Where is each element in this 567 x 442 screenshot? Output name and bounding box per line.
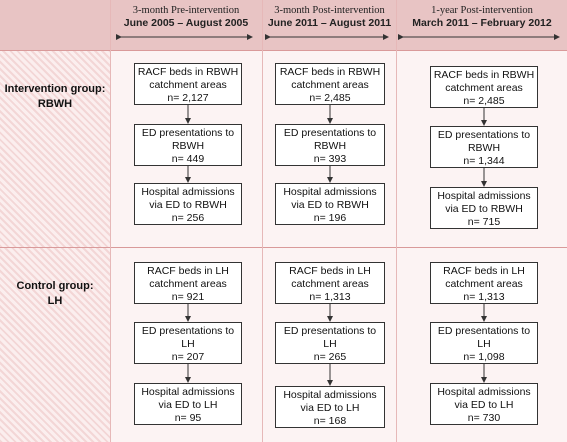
header-divider — [0, 50, 567, 51]
box-count: n= 2,485 — [463, 95, 505, 107]
box-line: LH — [323, 338, 337, 350]
group-label-line1: Control group: — [16, 280, 94, 292]
box-rbwh-post12-admissions: Hospital admissions via ED to RBWH n= 715 — [430, 187, 538, 229]
box-lh-post12-beds: RACF beds in LH catchment areas n= 1,313 — [430, 262, 538, 304]
box-lh-pre-beds: RACF beds in LH catchment areas n= 921 — [134, 262, 242, 304]
box-count: n= 207 — [171, 351, 205, 363]
box-count: n= 1,313 — [309, 291, 351, 303]
box-lh-post3-beds: RACF beds in LH catchment areas n= 1,313 — [275, 262, 385, 304]
box-line: RBWH — [467, 142, 501, 154]
header-band — [0, 0, 567, 50]
box-count: n= 449 — [171, 153, 205, 165]
box-line: via ED to LH — [158, 399, 218, 411]
box-line: ED presentations to — [437, 325, 531, 337]
box-line: via ED to RBWH — [149, 199, 227, 211]
box-line: RACF beds in LH — [289, 265, 371, 277]
box-count: n= 196 — [313, 212, 347, 224]
period-title: 3-month Post-intervention — [274, 5, 385, 16]
box-count: n= 1,313 — [463, 291, 505, 303]
box-line: ED presentations to — [141, 127, 235, 139]
box-line: RACF beds in RBWH — [433, 69, 535, 81]
box-count: n= 256 — [171, 212, 205, 224]
box-line: RACF beds in LH — [443, 265, 525, 277]
box-rbwh-pre-ed: ED presentations to RBWH n= 449 — [134, 124, 242, 166]
box-rbwh-post3-beds: RACF beds in RBWH catchment areas n= 2,485 — [275, 63, 385, 105]
box-count: n= 168 — [313, 415, 347, 427]
box-line: ED presentations to — [437, 129, 531, 141]
period-title: 1-year Post-intervention — [431, 5, 533, 16]
box-line: catchment areas — [445, 82, 523, 94]
box-line: ED presentations to — [283, 325, 377, 337]
box-line: via ED to LH — [300, 402, 360, 414]
box-rbwh-pre-admissions: Hospital admissions via ED to RBWH n= 256 — [134, 183, 242, 225]
box-rbwh-post12-ed: ED presentations to RBWH n= 1,344 — [430, 126, 538, 168]
box-line: Hospital admissions — [437, 386, 531, 398]
period-dates: June 2011 – August 2011 — [267, 17, 392, 29]
box-line: Hospital admissions — [283, 186, 377, 198]
group-label-line2: LH — [47, 295, 63, 307]
period-header-post3: 3-month Post-intervention June 2011 – Au… — [264, 4, 395, 30]
box-line: Hospital admissions — [437, 190, 531, 202]
box-line: ED presentations to — [283, 127, 377, 139]
box-rbwh-post3-ed: ED presentations to RBWH n= 393 — [275, 124, 385, 166]
box-lh-pre-admissions: Hospital admissions via ED to LH n= 95 — [134, 383, 242, 425]
box-line: LH — [477, 338, 491, 350]
box-count: n= 730 — [467, 412, 501, 424]
period-title: 3-month Pre-intervention — [132, 5, 240, 16]
box-line: ED presentations to — [141, 325, 235, 337]
box-lh-post12-ed: ED presentations to LH n= 1,098 — [430, 322, 538, 364]
col-divider-1 — [110, 0, 111, 442]
box-lh-post3-admissions: Hospital admissions via ED to LH n= 168 — [275, 386, 385, 428]
box-line: catchment areas — [445, 278, 523, 290]
box-rbwh-post12-beds: RACF beds in RBWH catchment areas n= 2,485 — [430, 66, 538, 108]
box-count: n= 95 — [174, 412, 202, 424]
col-divider-3 — [396, 0, 397, 442]
box-line: Hospital admissions — [141, 186, 235, 198]
box-line: LH — [181, 338, 195, 350]
col-divider-2 — [262, 0, 263, 442]
period-dates: June 2005 – August 2005 — [123, 17, 249, 29]
box-count: n= 2,485 — [309, 92, 351, 104]
group-label-intervention: Intervention group: RBWH — [2, 82, 108, 112]
box-count: n= 393 — [313, 153, 347, 165]
row-divider — [0, 247, 567, 248]
box-count: n= 1,344 — [463, 155, 505, 167]
period-header-post12: 1-year Post-intervention March 2011 – Fe… — [398, 4, 566, 30]
box-line: RACF beds in RBWH — [279, 66, 381, 78]
group-label-line1: Intervention group: — [4, 83, 106, 95]
period-header-pre: 3-month Pre-intervention June 2005 – Aug… — [112, 4, 260, 30]
box-line: RBWH — [171, 140, 205, 152]
box-lh-pre-ed: ED presentations to LH n= 207 — [134, 322, 242, 364]
box-line: via ED to RBWH — [445, 203, 523, 215]
box-line: RACF beds in RBWH — [137, 66, 239, 78]
box-count: n= 715 — [467, 216, 501, 228]
box-count: n= 2,127 — [167, 92, 209, 104]
group-label-line2: RBWH — [37, 98, 73, 110]
box-count: n= 265 — [313, 351, 347, 363]
box-line: catchment areas — [291, 278, 369, 290]
box-line: Hospital admissions — [141, 386, 235, 398]
group-label-control: Control group: LH — [2, 279, 108, 309]
box-line: catchment areas — [149, 79, 227, 91]
box-line: RBWH — [313, 140, 347, 152]
box-rbwh-post3-admissions: Hospital admissions via ED to RBWH n= 196 — [275, 183, 385, 225]
box-line: catchment areas — [149, 278, 227, 290]
box-line: via ED to RBWH — [291, 199, 369, 211]
box-line: RACF beds in LH — [147, 265, 229, 277]
box-line: via ED to LH — [454, 399, 514, 411]
period-dates: March 2011 – February 2012 — [412, 17, 552, 29]
box-lh-post12-admissions: Hospital admissions via ED to LH n= 730 — [430, 383, 538, 425]
box-line: Hospital admissions — [283, 389, 377, 401]
box-rbwh-pre-beds: RACF beds in RBWH catchment areas n= 2,127 — [134, 63, 242, 105]
box-lh-post3-ed: ED presentations to LH n= 265 — [275, 322, 385, 364]
box-line: catchment areas — [291, 79, 369, 91]
box-count: n= 1,098 — [463, 351, 505, 363]
box-count: n= 921 — [171, 291, 205, 303]
